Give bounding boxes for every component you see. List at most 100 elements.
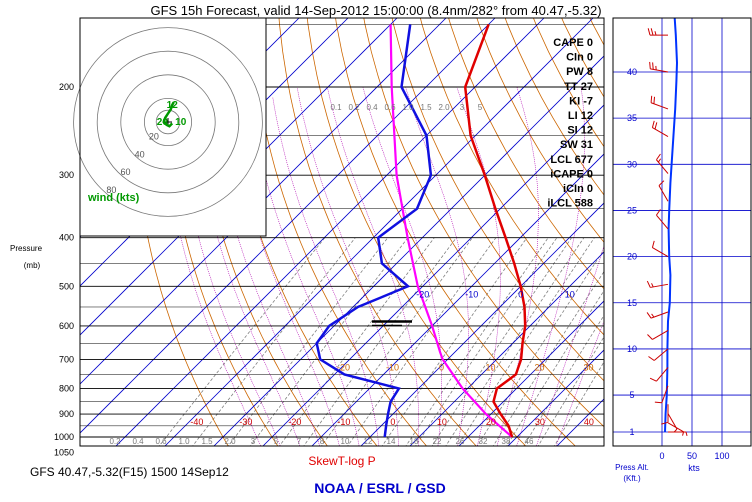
temp-tick-label-900: 20 — [486, 417, 496, 427]
dry-adiabat-line — [278, 18, 477, 446]
temp-tick-label-900: -30 — [239, 417, 252, 427]
speed-tick-label: 50 — [687, 451, 697, 461]
isotherm-line — [115, 18, 545, 446]
isotherm-line — [507, 349, 604, 446]
wind-profile-frame — [612, 17, 752, 447]
hodograph-label: wind (kts) — [87, 192, 140, 204]
dry-adiabat-line — [504, 18, 604, 196]
temp-tick-label-700: -10 — [386, 362, 399, 372]
mixing-ratio-tick-lower: 46 — [525, 437, 534, 446]
stability-index-label: PW 8 — [566, 66, 593, 78]
altitude-tick-label: 10 — [627, 344, 637, 354]
wind-barb-flag — [646, 280, 651, 288]
dry-adiabat-line — [363, 18, 604, 428]
speed-tick-label: 0 — [659, 451, 664, 461]
mixing-ratio-line — [249, 237, 409, 446]
mixing-ratio-line — [278, 237, 435, 446]
isotherm-line — [262, 104, 604, 446]
hodograph-height-label: 20 — [157, 117, 169, 128]
pressure-tick-label: 200 — [59, 82, 74, 92]
pressure-tick-label: 700 — [59, 354, 74, 364]
temp-tick-label-900: -20 — [288, 417, 301, 427]
mixing-ratio-line — [158, 237, 326, 446]
temp-tick-label-700: -20 — [337, 362, 350, 372]
hodograph-ring — [120, 74, 216, 170]
dry-adiabat-line — [448, 18, 604, 290]
wind-axis-unit: kts — [688, 463, 700, 473]
wind-barb-flag — [650, 95, 653, 103]
stability-index-label: LI 12 — [568, 110, 593, 122]
altitude-tick-label: 40 — [627, 67, 637, 77]
stability-index-label: LCL 677 — [550, 154, 593, 166]
isotherm-line — [80, 18, 447, 385]
isotherm-line — [213, 55, 604, 446]
mixing-ratio-tick-lower: 10 — [341, 437, 350, 446]
mixing-ratio-tick-lower: 0.6 — [155, 437, 167, 446]
mixing-ratio-tick-lower: 26 — [456, 437, 465, 446]
skewt-profiles — [315, 23, 527, 438]
wind-barb-flag — [654, 31, 657, 36]
temp-tick-label-500: -20 — [416, 289, 429, 299]
wind-barb-flag — [646, 312, 652, 319]
temp-tick-label-500: 0 — [518, 289, 523, 299]
mixing-ratio-tick-lower: 18 — [410, 437, 419, 446]
wind-barb-flag — [682, 431, 685, 436]
mixing-ratio-line — [381, 237, 528, 446]
stability-indices: CAPE 0 CIn 0 PW 8 TT 27 KI -7 LI 12 SI 12 SW 31… — [547, 37, 593, 210]
parcel-trace-line — [389, 24, 513, 438]
temp-tick-label-500: 10 — [565, 289, 575, 299]
wind-barb-flag — [651, 283, 654, 288]
mixing-ratio-tick-upper: 0.2 — [348, 103, 360, 112]
temp-tick-label-900: 10 — [437, 417, 447, 427]
temp-tick-label-700: 0 — [439, 362, 444, 372]
mixing-ratio-line — [227, 237, 389, 446]
altitude-tick-label: 30 — [627, 159, 637, 169]
hodograph-inset: 20 40 60 80 12 20 10 wind (kts) — [73, 17, 267, 237]
footer-center: SkewT-log P — [308, 454, 375, 468]
mixing-ratio-line — [476, 248, 604, 446]
isotherm-line — [311, 153, 604, 446]
moist-adiabat-line — [296, 86, 399, 446]
wind-barb-flag — [650, 28, 654, 36]
mixing-ratio-tick-upper: 1.0 — [402, 103, 414, 112]
temp-tick-label-900: -40 — [190, 417, 203, 427]
pressure-axis-unit: (mb) — [24, 261, 41, 270]
stability-index-label: CAPE 0 — [553, 37, 593, 49]
altitude-tick-label: 1 — [629, 427, 634, 437]
dry-adiabat-line — [476, 18, 604, 243]
mixing-ratio-tick-lower: 0.2 — [109, 437, 121, 446]
pressure-axis: 200 300 400 500 600 700 800 900 1000 1050 — [54, 82, 74, 458]
mixing-ratio-tick-upper: 0.1 — [330, 103, 342, 112]
altitude-tick-label: 15 — [627, 298, 637, 308]
mixing-ratio-tick-lower: 8 — [320, 437, 325, 446]
mixing-ratio-line — [553, 361, 604, 446]
temp-tick-label-900: -10 — [337, 417, 350, 427]
mixing-ratio-tick-lower: 3 — [251, 437, 256, 446]
mixing-ratio-tick-lower: 1.0 — [178, 437, 190, 446]
wind-barb-flag — [673, 428, 678, 433]
mixing-ratio-line — [192, 237, 356, 446]
wind-barb-flag — [648, 356, 655, 361]
pressure-tick-label: 600 — [59, 321, 74, 331]
mixing-ratio-tick-lower: 14 — [387, 437, 396, 446]
skewt-inplot-labels: -20-1001020304050607080-20-10010203040-4… — [109, 103, 593, 446]
hodograph-height-label: 10 — [175, 117, 187, 128]
wind-barb-staff — [656, 367, 669, 382]
wind-barb-flag — [651, 120, 655, 128]
moist-adiabat-line — [516, 86, 585, 446]
hodograph-ring-label: 80 — [106, 185, 116, 195]
wind-barb-flag — [652, 62, 654, 70]
wind-barb-flag — [647, 334, 653, 340]
chart-title: GFS 15h Forecast, valid 14-Sep-2012 15:0… — [150, 3, 601, 18]
stability-index-label: iLCL 588 — [547, 198, 593, 210]
wind-barb-flag — [654, 122, 658, 130]
wind-profile-panel — [613, 18, 751, 446]
footer-left: GFS 40.47,-5.32(F15) 1500 14Sep12 — [30, 465, 229, 479]
wind-barb-flag — [649, 61, 651, 69]
mixing-ratio-line — [431, 237, 572, 446]
footer-org: NOAA / ESRL / GSD — [314, 480, 445, 496]
skewt-frame — [79, 17, 605, 447]
mixing-ratio-tick-upper: 2.0 — [438, 103, 450, 112]
wind-barb-flag — [658, 180, 665, 186]
